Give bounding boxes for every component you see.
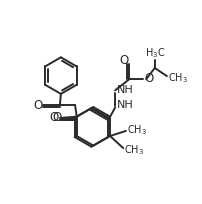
Text: O: O: [49, 111, 59, 124]
Text: CH$_3$: CH$_3$: [124, 143, 144, 157]
Text: O: O: [33, 99, 42, 112]
Text: O: O: [52, 111, 62, 124]
Text: CH$_3$: CH$_3$: [167, 71, 187, 85]
Text: H$_3$C: H$_3$C: [144, 46, 164, 60]
Text: NH: NH: [117, 85, 133, 95]
Text: NH: NH: [117, 100, 133, 110]
Text: CH$_3$: CH$_3$: [126, 124, 146, 137]
Text: O: O: [119, 54, 128, 67]
Text: O: O: [144, 72, 153, 85]
